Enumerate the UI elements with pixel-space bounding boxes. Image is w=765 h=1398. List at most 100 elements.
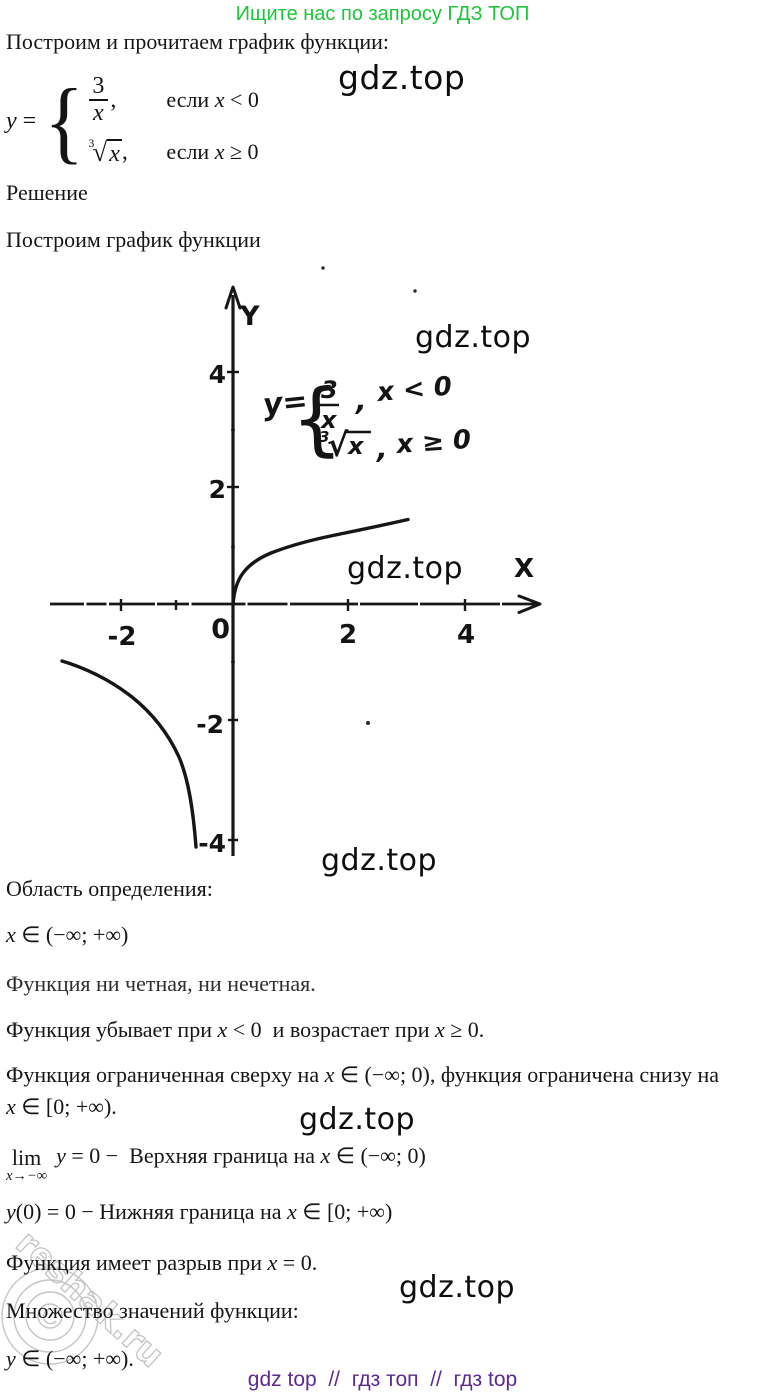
lower-bound-statement: y(0) = 0 − Нижняя граница на x ∈ [0; +∞) (6, 1199, 392, 1225)
lim-word: lim (11, 1144, 42, 1170)
fraction-denominator: x (89, 99, 108, 126)
formula-lhs: y = (6, 108, 36, 135)
range-title: Множество значений функции: (6, 1298, 299, 1323)
ann-brace: { (289, 371, 343, 466)
ann-lhs: y= (261, 383, 309, 422)
axis-dots (231, 428, 235, 664)
solution-label: Решение (6, 180, 88, 205)
cond-var: x (214, 139, 225, 165)
comma: , (110, 86, 117, 113)
bounded-statement-line2: x ∈ [0; +∞). (6, 1094, 117, 1120)
formula-eq: = (22, 107, 37, 134)
text-segment: = 0. (277, 1250, 318, 1275)
text-segment: ∈ (−∞; 0), функция ограничена снизу на (334, 1062, 719, 1087)
gdz-watermark: gdz.top (299, 1102, 416, 1137)
cond-word: если (166, 139, 215, 165)
case1-condition: если x < 0 (166, 87, 259, 113)
axis-ticks (119, 370, 467, 842)
text-segment: ∈ [0; +∞). (15, 1094, 117, 1119)
text-segment: ≥ 0. (444, 1017, 485, 1042)
limit-operator: lim x→−∞ (6, 1146, 47, 1184)
intro-line: Построим и прочитаем график функции: (6, 29, 390, 54)
x-tick-label-2: 2 (339, 620, 357, 650)
cube-root-curve (231, 517, 410, 606)
origin-label: 0 (211, 614, 230, 645)
cond-word: если (166, 87, 215, 113)
lim-subscript: x→−∞ (6, 1168, 48, 1184)
limit-statement: lim x→−∞ y = 0 − Верхняя граница на x ∈ (−… (6, 1143, 426, 1184)
y-tick-label-2: 2 (209, 475, 226, 504)
cond-op: ≥ 0 (224, 139, 259, 165)
formula-y: y (6, 107, 17, 134)
text-segment: Функция имеет разрыв при (6, 1250, 268, 1275)
ann-radicand: x (347, 432, 365, 460)
header-notice: Ищите нас по запросу ГДЗ ТОП (235, 3, 530, 25)
function-graph: Y X 4 2 0 -2 2 4 -2 -4 y= { 3 x , x < 0 … (50, 266, 542, 858)
comma: , (121, 138, 128, 165)
ann-frac-den: x (320, 406, 338, 434)
handwritten-annotation: y= { 3 x , x < 0 3 √ x , x ≥ 0 (261, 371, 472, 466)
bounded-statement-line1: Функция ограниченная сверху на x ∈ (−∞; … (6, 1062, 719, 1088)
gdz-watermark: gdz.top (338, 58, 466, 97)
text-segment: = 0 − Верхняя граница на (65, 1143, 321, 1168)
range-statement: y ∈ (−∞; +∞). (6, 1346, 134, 1372)
y-tick-label-m2: -2 (196, 710, 224, 739)
ann-cond1: x < 0 (374, 372, 453, 409)
domain-title: Область определения: (6, 876, 213, 901)
hyperbola-curve (60, 659, 198, 849)
ann-comma1: , (355, 384, 367, 417)
ann-comma2: , (376, 432, 388, 465)
x-axis (50, 594, 542, 614)
x-axis-arrow (517, 594, 542, 614)
math-var: x (324, 1062, 335, 1087)
cond-var: x (214, 87, 225, 113)
math-var: y (6, 1346, 16, 1371)
math-var: x (287, 1199, 297, 1224)
case2-expression: 3√x, (88, 136, 166, 168)
formula-brace: { (44, 69, 85, 172)
math-var: x (434, 1017, 445, 1042)
x-axis-label: X (514, 554, 534, 584)
ann-root-index: 3 (319, 428, 329, 446)
radicand: x (107, 139, 122, 168)
monotonicity-statement: Функция убывает при x < 0 и возрастает п… (6, 1017, 484, 1043)
text-segment: ∈ (−∞; +∞). (15, 1346, 134, 1371)
gdz-watermark: gdz.top (399, 1270, 516, 1305)
radical-sign: √ (92, 137, 108, 168)
x-tick-label-4: 4 (457, 620, 475, 650)
text-segment: ∈ (−∞; 0) (330, 1143, 426, 1168)
cube-root-x: 3√x (88, 136, 122, 168)
build-graph-label: Построим график функции (6, 227, 261, 252)
domain-statement: x ∈ (−∞; +∞) (6, 922, 128, 948)
math-var: y (56, 1143, 66, 1168)
text-segment: (0) = 0 − Нижняя граница на (15, 1199, 288, 1224)
math-var: x (217, 1017, 228, 1042)
math-var: x (6, 922, 16, 947)
cond-op: < 0 (224, 87, 259, 113)
text-segment: ∈ (−∞; +∞) (15, 922, 129, 947)
discontinuity-statement: Функция имеет разрыв при x = 0. (6, 1250, 317, 1276)
footer-links: gdz top // гдз топ // гдз top (247, 1368, 518, 1391)
text-segment: Функция убывает при (6, 1017, 218, 1042)
ann-frac-num: 3 (321, 376, 338, 404)
ann-radical: √ (327, 426, 349, 464)
math-var: y (6, 1199, 16, 1224)
fraction-numerator: 3 (92, 73, 105, 99)
y-tick-label-4: 4 (209, 360, 226, 389)
parity-statement: Функция ни четная, ни нечетная. (6, 971, 316, 996)
math-var: x (267, 1250, 278, 1275)
scan-specks (321, 266, 417, 725)
text-segment: < 0 и возрастает при (227, 1017, 435, 1042)
math-var: x (320, 1143, 331, 1168)
y-axis (224, 285, 242, 856)
math-var: x (6, 1094, 16, 1119)
x-tick-label-m2: -2 (108, 622, 137, 652)
y-axis-arrow (224, 285, 242, 310)
text-segment: ∈ [0; +∞) (296, 1199, 393, 1224)
case2-condition: если x ≥ 0 (166, 139, 259, 165)
